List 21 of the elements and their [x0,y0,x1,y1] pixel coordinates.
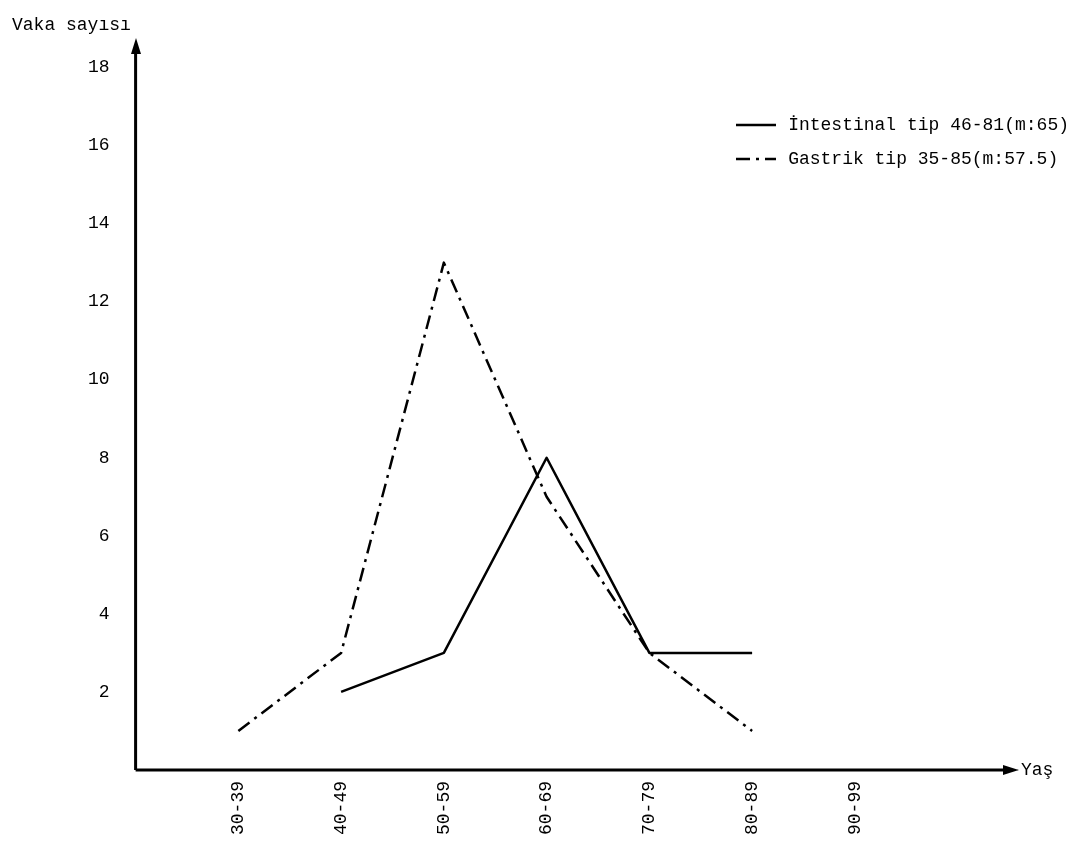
y-tick-label: 4 [98,603,110,624]
x-tick-label: 90-99 [844,780,865,836]
y-tick-label: 16 [87,135,110,156]
y-tick-label: 12 [87,291,110,312]
legend-label: Gastrik tip 35-85(m:57.5) [788,148,1059,171]
text: Yaş [1021,759,1054,780]
y-tick-label: 2 [98,681,110,702]
x-tick-label: 70-79 [639,780,660,836]
legend-label: İntestinal tip 46-81(m:65) [788,114,1069,137]
x-tick-label: 50-59 [433,780,454,836]
x-tick-label: 80-89 [741,780,762,836]
y-tick-label: 6 [98,525,110,546]
y-axis-title: Vaka sayısı [12,14,131,35]
y-tick-label: 14 [87,213,110,234]
y-tick-label: 18 [87,57,110,78]
y-tick-label: 10 [87,369,110,390]
line-series [237,261,754,733]
y-tick-label: 8 [98,447,110,468]
x-tick-label: 30-39 [228,780,249,836]
x-tick-label: 60-69 [536,780,557,836]
x-tick-label: 40-49 [330,780,351,836]
